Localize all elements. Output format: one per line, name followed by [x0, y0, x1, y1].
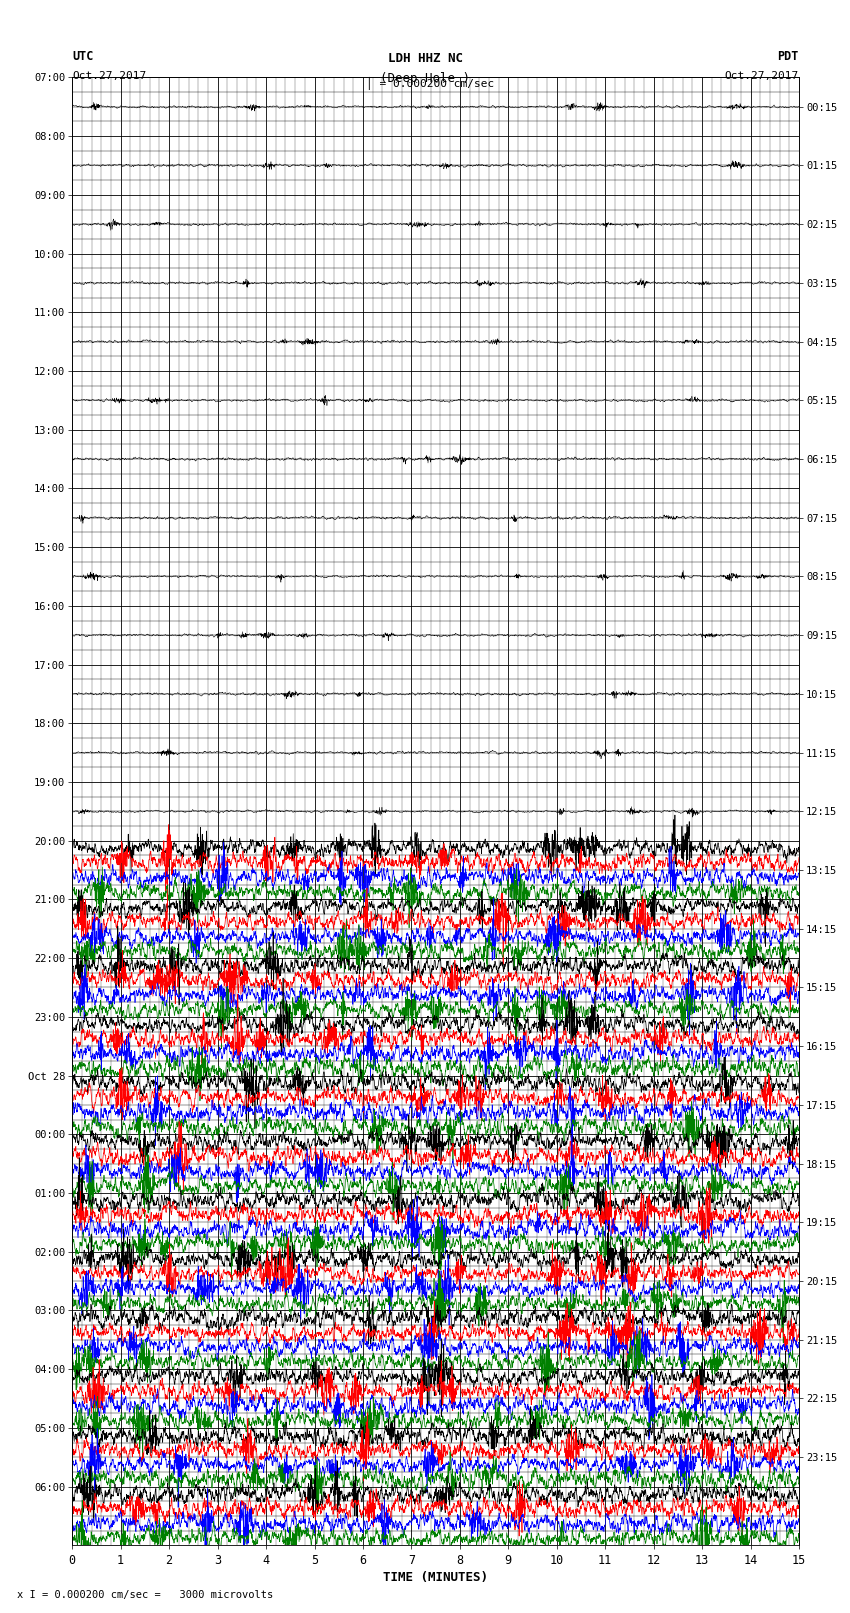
Text: LDH HHZ NC: LDH HHZ NC: [388, 52, 462, 65]
Text: (Deep Hole ): (Deep Hole ): [380, 71, 470, 85]
Text: x I = 0.000200 cm/sec =   3000 microvolts: x I = 0.000200 cm/sec = 3000 microvolts: [17, 1590, 273, 1600]
Text: │ = 0.000200 cm/sec: │ = 0.000200 cm/sec: [366, 77, 494, 90]
X-axis label: TIME (MINUTES): TIME (MINUTES): [383, 1571, 488, 1584]
Text: PDT: PDT: [778, 50, 799, 63]
Text: Oct.27,2017: Oct.27,2017: [725, 71, 799, 81]
Text: Oct.27,2017: Oct.27,2017: [72, 71, 146, 81]
Text: UTC: UTC: [72, 50, 94, 63]
